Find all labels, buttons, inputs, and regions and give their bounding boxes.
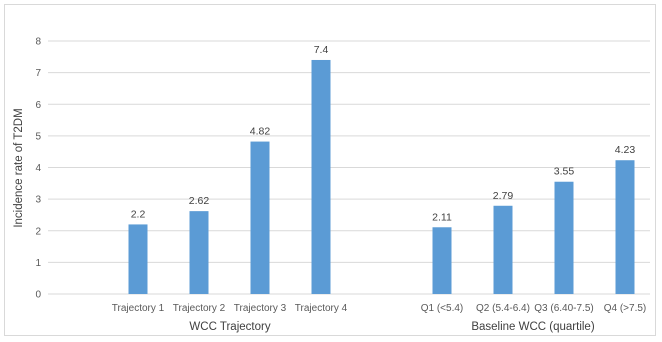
data-label: 2.2: [131, 208, 146, 220]
y-axis-title: Incidence rate of T2DM: [13, 108, 25, 227]
x-tick-label: Q4 (>7.5): [604, 303, 647, 314]
x-group-label: WCC Trajectory: [189, 321, 270, 333]
y-tick-label: 0: [35, 290, 41, 301]
y-tick-label: 1: [35, 258, 41, 269]
y-tick-label: 5: [35, 131, 41, 142]
y-tick-label: 8: [35, 37, 41, 48]
data-label: 3.55: [554, 166, 575, 178]
bar: [493, 205, 513, 294]
x-tick-label: Trajectory 4: [295, 303, 348, 314]
x-tick-label: Q2 (5.4-6.4): [476, 303, 530, 314]
bar: [311, 59, 331, 294]
x-tick-label: Trajectory 2: [173, 303, 226, 314]
group-labels: WCC Trajectory Baseline WCC (quartile): [189, 321, 594, 333]
data-label: 7.4: [314, 44, 329, 56]
x-group-label: Baseline WCC (quartile): [471, 321, 595, 333]
data-label: 2.62: [189, 195, 210, 207]
x-tick-label: Q1 (<5.4): [421, 303, 464, 314]
y-axis-ticks: 0 1 2 3 4 5 6 7 8: [35, 37, 41, 301]
data-label: 4.82: [250, 126, 271, 138]
bar: [615, 160, 635, 294]
data-label: 4.23: [615, 144, 636, 156]
y-tick-label: 4: [35, 163, 41, 174]
bar: [554, 181, 574, 294]
x-tick-label: Q3 (6.40-7.5): [534, 303, 593, 314]
x-tick-label: Trajectory 3: [234, 303, 287, 314]
bar: [189, 211, 209, 294]
data-label: 2.79: [493, 190, 514, 202]
y-tick-label: 2: [35, 226, 41, 237]
x-tick-label: Trajectory 1: [112, 303, 165, 314]
x-axis-ticks: Trajectory 1 Trajectory 2 Trajectory 3 Traj…: [112, 303, 646, 314]
bars: [128, 59, 635, 294]
bar: [250, 141, 270, 294]
data-label: 2.11: [432, 211, 452, 223]
bar: [128, 224, 148, 294]
y-tick-label: 7: [35, 68, 41, 79]
y-tick-label: 3: [35, 195, 41, 206]
y-tick-label: 6: [35, 100, 41, 111]
bar: [432, 227, 452, 294]
gridlines: [48, 40, 650, 295]
data-labels: 2.2 2.62 4.82 7.4 2.11 2.79 3.55 4.23: [131, 44, 636, 223]
